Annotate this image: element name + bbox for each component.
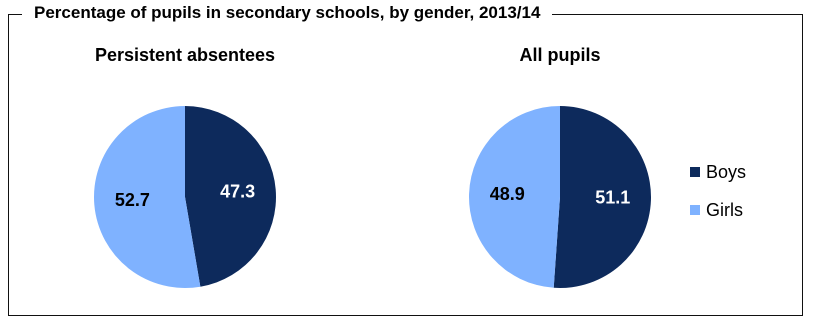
pie-data-label-girls-0: 52.7 — [115, 190, 150, 210]
pie-slice-boys-1 — [553, 106, 651, 288]
legend-swatch-boys — [690, 167, 700, 177]
legend-label-boys: Boys — [706, 161, 747, 182]
pie-title-all-pupils: All pupils — [519, 45, 601, 65]
legend-label-girls: Girls — [706, 199, 743, 220]
legend: Boys Girls — [690, 160, 746, 236]
pie-title-persistent-absentees: Persistent absentees — [94, 45, 276, 65]
pie-data-label-boys-0: 47.3 — [220, 181, 255, 201]
pie-data-label-boys-1: 51.1 — [595, 188, 630, 208]
pie-slice-girls-0 — [94, 106, 201, 288]
legend-swatch-girls — [690, 205, 700, 215]
pie-slice-girls-1 — [468, 106, 560, 288]
pie-slice-boys-0 — [185, 106, 277, 287]
legend-item-boys: Boys — [690, 160, 746, 184]
pie-data-label-girls-1: 48.9 — [490, 184, 525, 204]
legend-item-girls: Girls — [690, 198, 746, 222]
chart-title: Percentage of pupils in secondary school… — [22, 3, 553, 23]
